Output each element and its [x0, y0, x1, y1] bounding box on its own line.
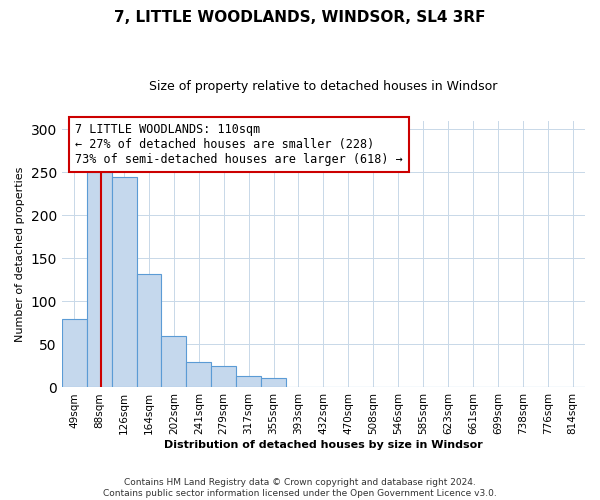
Bar: [261, 378, 286, 388]
Bar: [161, 336, 187, 388]
Text: 7, LITTLE WOODLANDS, WINDSOR, SL4 3RF: 7, LITTLE WOODLANDS, WINDSOR, SL4 3RF: [114, 10, 486, 25]
Y-axis label: Number of detached properties: Number of detached properties: [15, 166, 25, 342]
Bar: [187, 362, 211, 388]
Bar: [87, 172, 112, 388]
Bar: [211, 366, 236, 388]
Text: 7 LITTLE WOODLANDS: 110sqm
← 27% of detached houses are smaller (228)
73% of sem: 7 LITTLE WOODLANDS: 110sqm ← 27% of deta…: [75, 123, 403, 166]
Text: Contains HM Land Registry data © Crown copyright and database right 2024.
Contai: Contains HM Land Registry data © Crown c…: [103, 478, 497, 498]
Bar: [236, 376, 261, 388]
Bar: [62, 318, 87, 388]
Title: Size of property relative to detached houses in Windsor: Size of property relative to detached ho…: [149, 80, 497, 93]
Bar: [137, 274, 161, 388]
Bar: [560, 386, 585, 388]
Bar: [436, 386, 460, 388]
Bar: [112, 176, 137, 388]
X-axis label: Distribution of detached houses by size in Windsor: Distribution of detached houses by size …: [164, 440, 483, 450]
